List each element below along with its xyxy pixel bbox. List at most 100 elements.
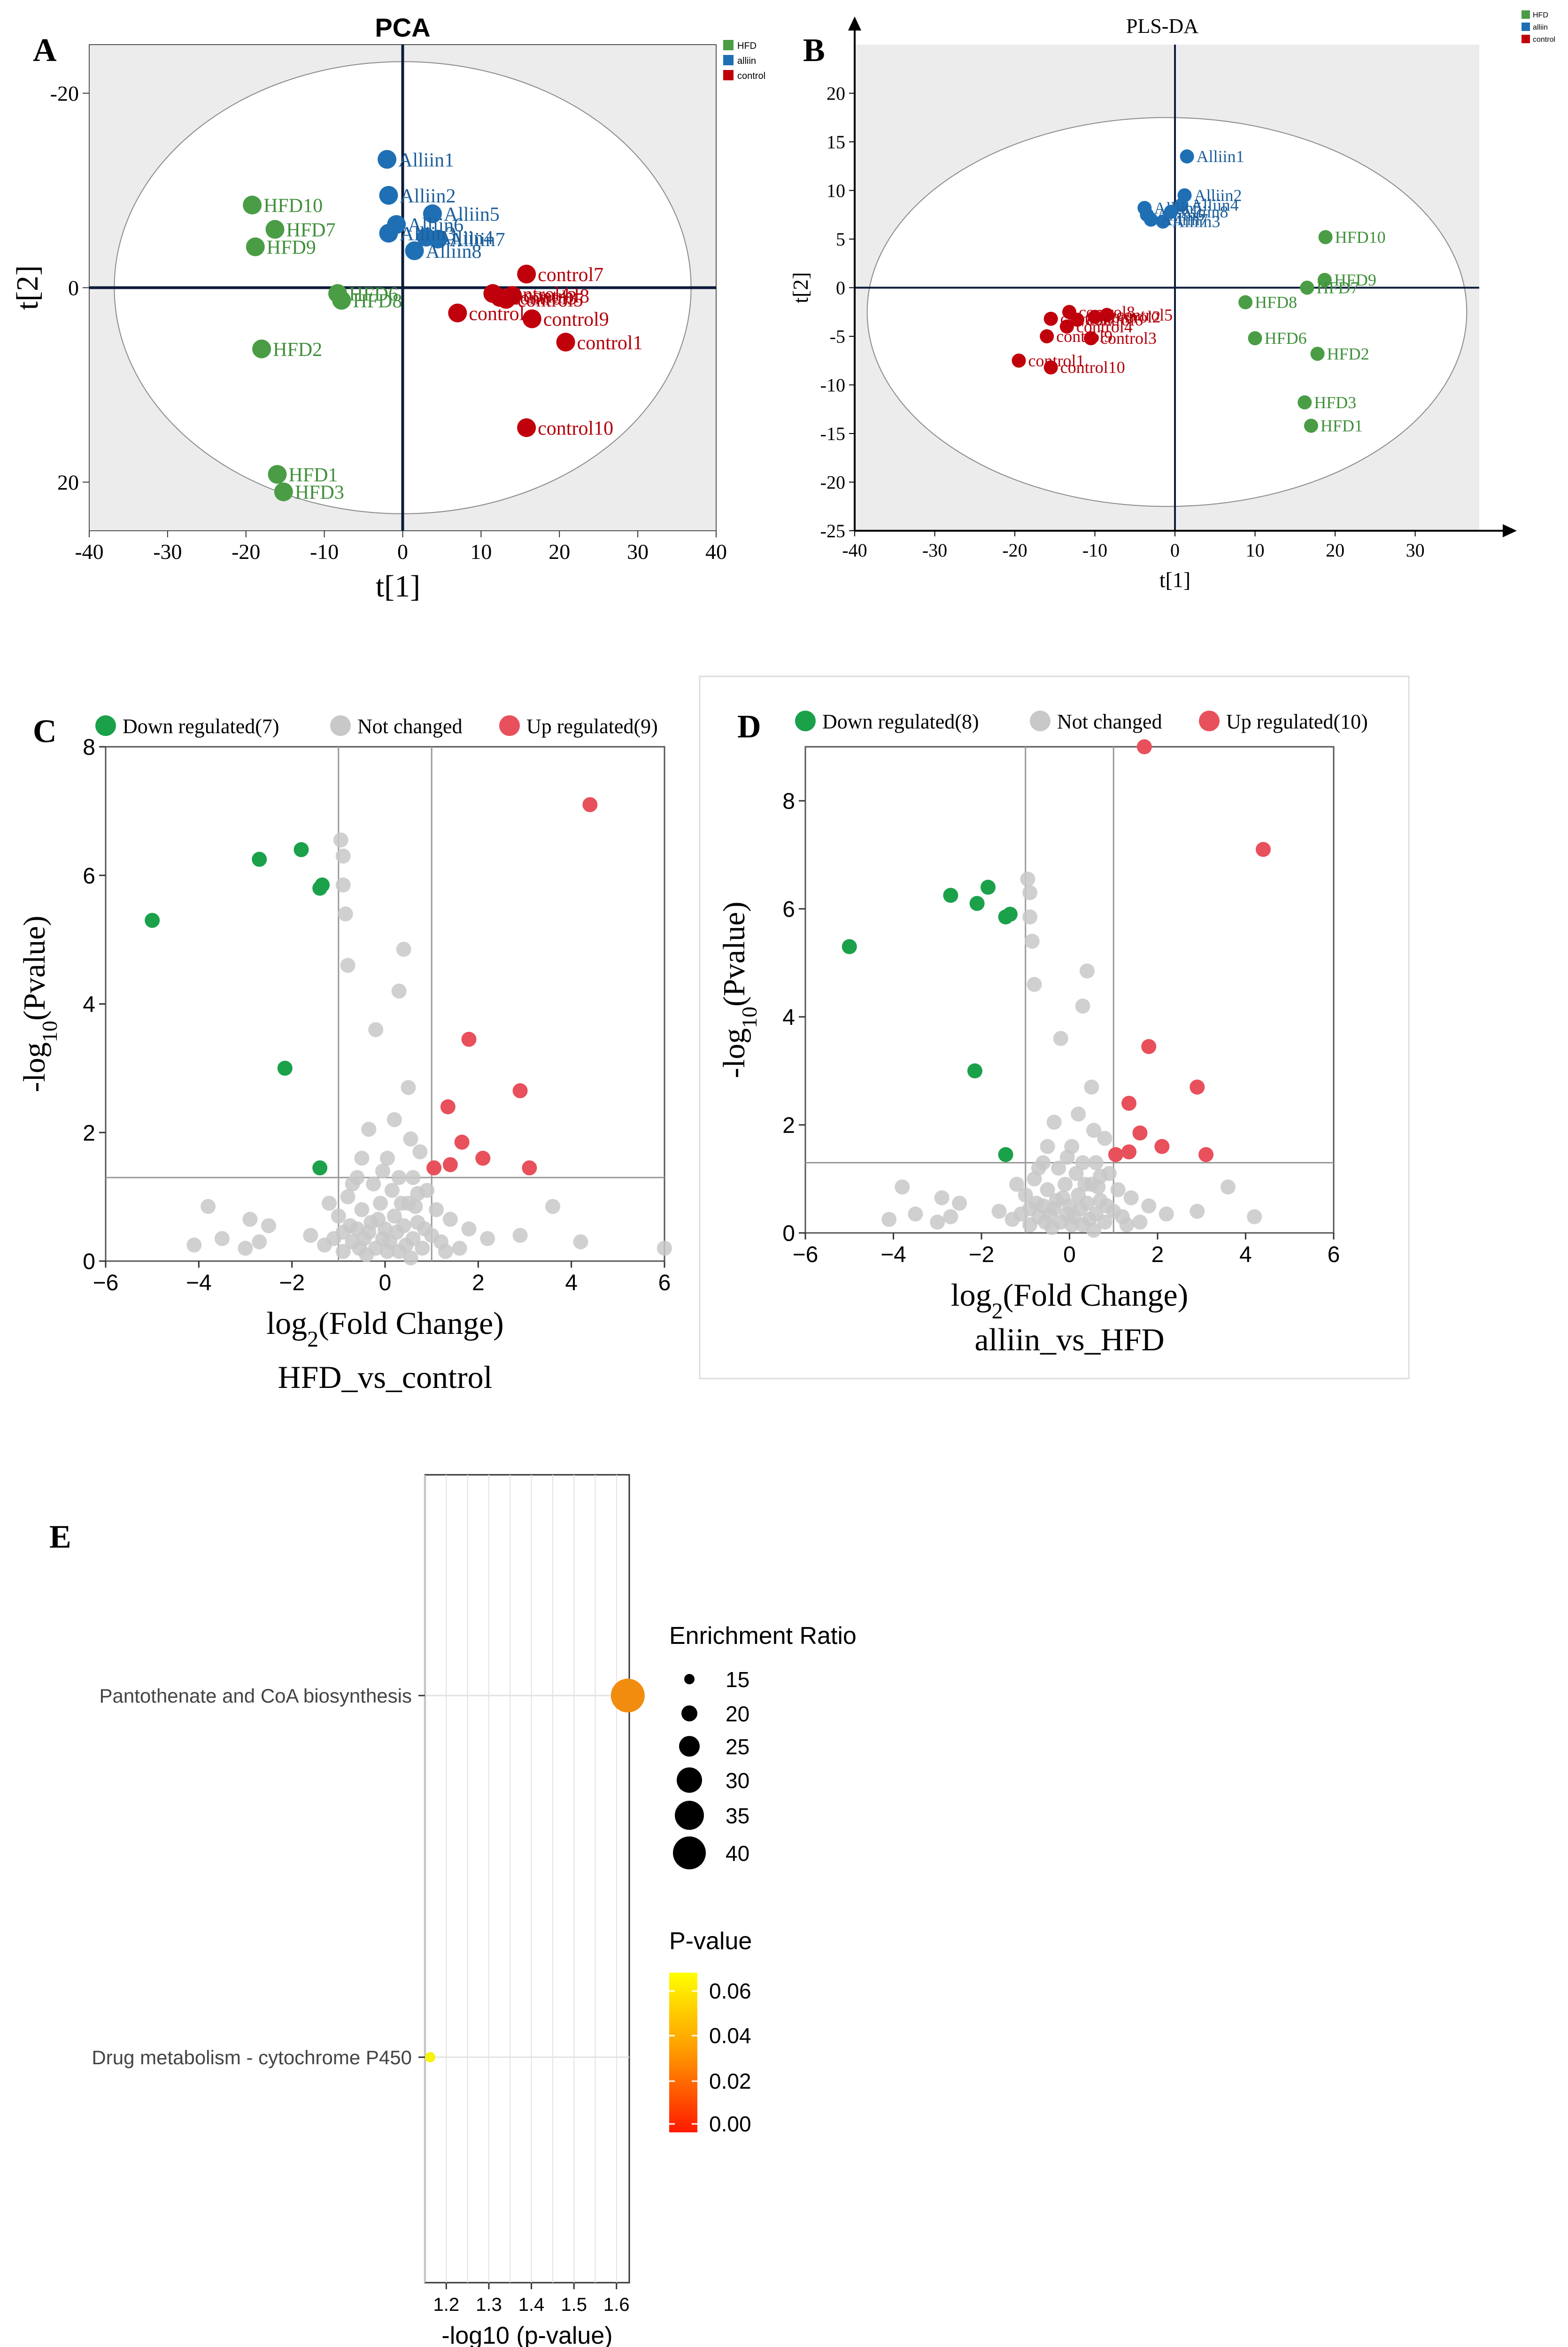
point-label: Alliin1 xyxy=(1197,147,1244,166)
data-point xyxy=(610,1679,645,1712)
data-point xyxy=(366,1176,381,1192)
legend-swatch xyxy=(723,40,734,50)
data-point xyxy=(1053,1031,1068,1046)
data-point xyxy=(389,1224,404,1240)
point-label: control4 xyxy=(1076,317,1133,336)
panel-frame xyxy=(699,675,1410,1379)
data-point xyxy=(417,1221,433,1237)
color-legend-label: 0.00 xyxy=(709,2112,751,2136)
data-point xyxy=(354,1202,370,1217)
x-axis-label: log2(Fold Change) xyxy=(951,1277,1189,1324)
data-point xyxy=(442,1212,458,1227)
data-point xyxy=(415,1240,430,1256)
data-point xyxy=(1084,1079,1099,1095)
panel-letter-a: A xyxy=(33,32,57,69)
y-tick-label: 0 xyxy=(83,1249,95,1274)
plot-area xyxy=(424,1474,630,2284)
data-point xyxy=(335,1244,351,1259)
data-point xyxy=(238,1240,253,1256)
x-tick-label: 10 xyxy=(1246,540,1265,561)
legend-swatch xyxy=(723,70,734,80)
data-point xyxy=(556,333,575,352)
panel-letter-b: B xyxy=(803,32,825,69)
x-axis-label: -log10 (p-value) xyxy=(441,2322,612,2347)
data-point xyxy=(1190,1079,1205,1095)
point-label: HFD3 xyxy=(295,482,344,503)
data-point xyxy=(1121,1096,1137,1111)
data-point xyxy=(252,1234,267,1249)
point-label: HFD2 xyxy=(273,339,322,361)
data-point xyxy=(429,1202,444,1217)
y-tick-label: 4 xyxy=(782,1005,795,1030)
data-point xyxy=(573,1234,588,1249)
y-axis-label: -log10(Pvalue) xyxy=(17,916,62,1092)
volcano-alliin-vs-hfd: −6 −4 −2 0 2 4 6 0 2 4 6 8 Down regulated(8) Not chan… xyxy=(699,675,1410,1379)
x-tick-label: -30 xyxy=(922,540,947,561)
data-point xyxy=(1256,842,1271,857)
legend-swatch xyxy=(1522,23,1530,31)
x-axis-label: t[1] xyxy=(1159,568,1190,592)
point-label: control2 xyxy=(1105,308,1161,326)
data-point xyxy=(1068,1166,1084,1181)
x-tick-label: 1.3 xyxy=(476,2294,502,2315)
data-point xyxy=(242,1212,258,1227)
data-point xyxy=(943,1209,958,1224)
data-point xyxy=(657,1240,672,1256)
data-point xyxy=(423,204,442,224)
data-point xyxy=(405,241,424,260)
data-point xyxy=(315,877,330,893)
data-point xyxy=(322,1195,337,1211)
x-tick-label: 1.2 xyxy=(433,2294,460,2315)
data-point xyxy=(1086,1123,1102,1138)
data-point xyxy=(405,1170,421,1185)
size-legend-label: 40 xyxy=(726,1841,749,1866)
data-point xyxy=(1020,871,1035,887)
data-point xyxy=(517,418,536,437)
y-tick-label: -15 xyxy=(820,423,845,444)
data-point xyxy=(517,264,536,284)
data-point xyxy=(349,1170,365,1185)
data-point xyxy=(1040,329,1054,343)
y-axis-label: t[2] xyxy=(788,272,812,303)
data-point xyxy=(1093,1169,1108,1184)
point-label: Alliin4 xyxy=(1191,196,1239,215)
data-point xyxy=(386,1112,402,1127)
point-label: HFD9 xyxy=(267,237,316,259)
y-tick-label: 6 xyxy=(782,897,795,922)
legend-label: HFD xyxy=(737,41,757,51)
data-point xyxy=(1247,1209,1262,1224)
y-tick-label: 8 xyxy=(83,735,95,760)
legend-marker xyxy=(1030,711,1050,731)
x-tick-label: 20 xyxy=(1326,540,1344,561)
point-label: Alliin8 xyxy=(426,241,482,263)
size-legend-marker xyxy=(679,1736,700,1757)
data-point xyxy=(1298,395,1312,410)
comparison-title: HFD_vs_control xyxy=(278,1359,492,1395)
data-point xyxy=(480,1231,495,1247)
point-label: Alliin2 xyxy=(1194,186,1242,205)
data-point xyxy=(1027,977,1042,992)
x-tick-label: 4 xyxy=(1239,1242,1252,1267)
x-tick-label: −4 xyxy=(881,1242,906,1267)
data-point xyxy=(252,339,271,358)
data-point xyxy=(274,482,293,502)
data-point xyxy=(375,1231,391,1247)
x-tick-label: 0 xyxy=(1063,1242,1076,1267)
y-tick-label: 15 xyxy=(826,132,845,153)
y-tick-label: -20 xyxy=(50,82,79,106)
data-point xyxy=(1080,963,1095,979)
data-point xyxy=(967,1063,982,1078)
data-point xyxy=(842,939,857,954)
data-point xyxy=(1132,1125,1148,1141)
legend-label: control xyxy=(737,71,765,81)
data-point xyxy=(452,1240,467,1256)
confidence-ellipse xyxy=(866,117,1468,507)
size-legend-marker xyxy=(681,1705,697,1721)
x-tick-label: -10 xyxy=(1082,540,1107,561)
data-point xyxy=(398,1237,414,1253)
point-label: Alliin3 xyxy=(1172,212,1220,231)
data-point xyxy=(1059,319,1074,334)
data-point xyxy=(1024,934,1040,949)
size-legend-marker xyxy=(684,1674,695,1684)
